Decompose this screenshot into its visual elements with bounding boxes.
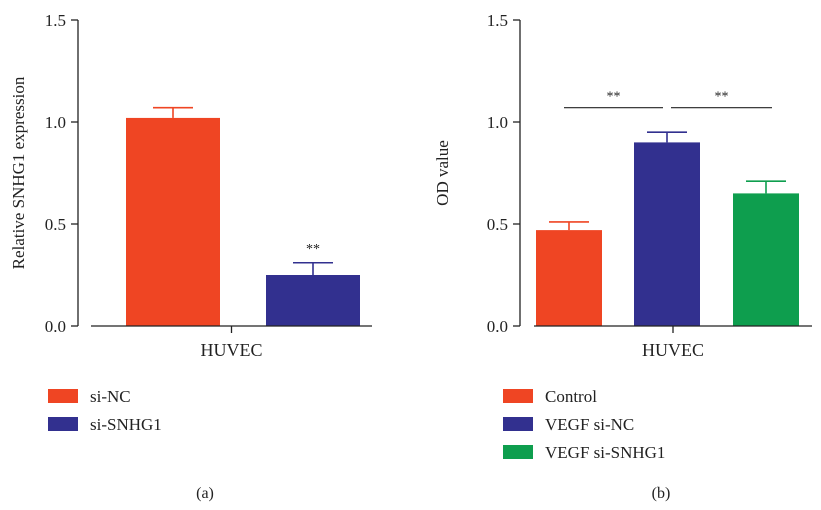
y-tick-label: 0.5 — [45, 215, 66, 234]
x-category-label: HUVEC — [201, 340, 263, 360]
legend-swatch — [503, 389, 533, 403]
bar — [634, 142, 700, 326]
panel-label: (a) — [196, 485, 214, 502]
bar — [733, 193, 799, 326]
significance-label: ** — [607, 90, 621, 105]
y-tick-group: 0.0 0.5 1.0 1.5 — [487, 11, 520, 336]
legend-label: VEGF si-NC — [545, 415, 634, 434]
y-tick-label: 1.0 — [487, 113, 508, 132]
x-category-label: HUVEC — [642, 340, 704, 360]
legend-label: VEGF si-SNHG1 — [545, 443, 665, 462]
significance-label: ** — [715, 90, 729, 105]
legend-swatch — [48, 417, 78, 431]
bar-group — [536, 142, 799, 326]
legend-swatch — [48, 389, 78, 403]
legend: Control VEGF si-NC VEGF si-SNHG1 — [503, 387, 665, 462]
panel-label: (b) — [652, 485, 671, 502]
y-axis-label: Relative SNHG1 expression — [9, 76, 28, 269]
y-tick-group: 0.0 0.5 1.0 1.5 — [45, 11, 78, 336]
legend-swatch — [503, 445, 533, 459]
y-tick-label: 0.5 — [487, 215, 508, 234]
y-tick-label: 1.5 — [45, 11, 66, 30]
legend-swatch — [503, 417, 533, 431]
bar — [126, 117, 220, 326]
error-bar-group — [153, 106, 333, 275]
y-tick-label: 1.0 — [45, 113, 66, 132]
legend: si-NC si-SNHG1 — [48, 387, 162, 434]
bar-group — [126, 117, 360, 326]
y-tick-label: 0.0 — [487, 317, 508, 336]
y-tick-label: 0.0 — [45, 317, 66, 336]
legend-label: si-SNHG1 — [90, 415, 162, 434]
significance-group: ** — [306, 242, 320, 257]
error-bar-group — [549, 131, 786, 231]
y-axis-label: OD value — [433, 140, 452, 206]
legend-label: Control — [545, 387, 597, 406]
chart-panel-a: 0.0 0.5 1.0 1.5 HUVEC Relative SNHG1 expres… — [9, 11, 372, 502]
bar — [536, 230, 602, 326]
significance-label: ** — [306, 242, 320, 257]
legend-label: si-NC — [90, 387, 131, 406]
significance-group: ** ** — [564, 90, 772, 109]
chart-panel-b: 0.0 0.5 1.0 1.5 HUVEC OD value ** ** Control… — [433, 11, 812, 502]
y-tick-label: 1.5 — [487, 11, 508, 30]
bar — [266, 275, 360, 326]
